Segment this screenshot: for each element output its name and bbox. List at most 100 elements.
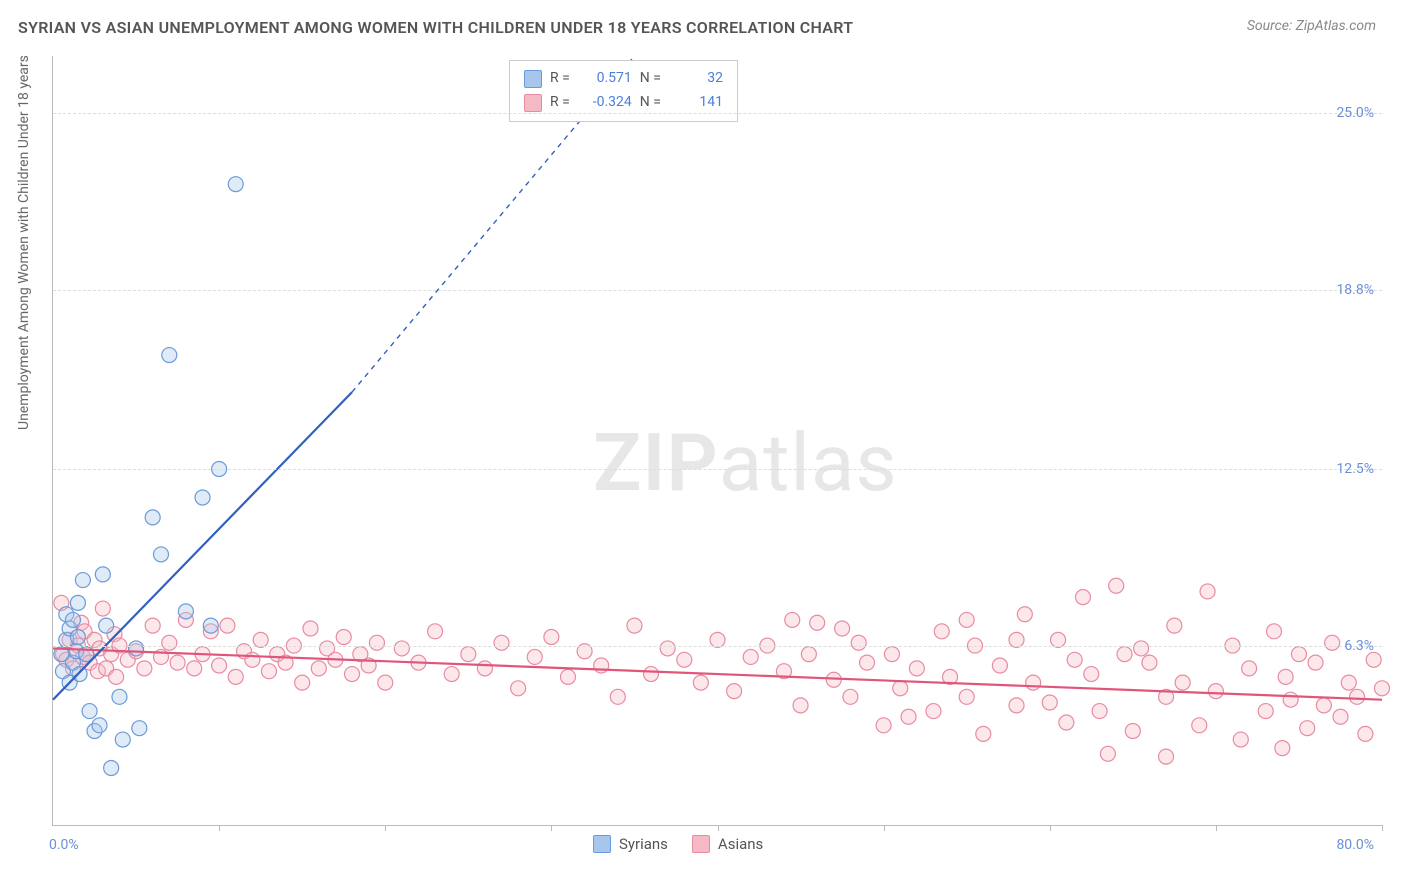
data-point — [1300, 721, 1315, 736]
data-point — [65, 612, 80, 627]
data-point — [162, 635, 177, 650]
data-point — [793, 698, 808, 713]
x-tick — [1382, 825, 1383, 831]
x-tick — [219, 825, 220, 831]
data-point — [109, 669, 124, 684]
stat-r-label: R = — [550, 91, 570, 115]
legend-item-asians: Asians — [692, 835, 763, 853]
data-point — [178, 604, 193, 619]
data-point — [220, 618, 235, 633]
y-axis-label: Unemployment Among Women with Children U… — [16, 55, 32, 430]
swatch-asians — [692, 835, 710, 853]
data-point — [428, 624, 443, 639]
data-point — [92, 718, 107, 733]
data-point — [884, 647, 899, 662]
gridline — [53, 290, 1382, 291]
data-point — [187, 661, 202, 676]
data-point — [162, 348, 177, 363]
data-point — [610, 689, 625, 704]
data-point — [1026, 675, 1041, 690]
data-point — [727, 684, 742, 699]
gridline — [53, 469, 1382, 470]
data-point — [1200, 584, 1215, 599]
data-point — [369, 635, 384, 650]
data-point — [70, 630, 85, 645]
data-point — [785, 612, 800, 627]
data-point — [1208, 684, 1223, 699]
y-tick-label: 25.0% — [1336, 105, 1374, 121]
x-axis-min-label: 0.0% — [49, 837, 79, 853]
data-point — [1258, 704, 1273, 719]
data-point — [893, 681, 908, 696]
data-point — [851, 635, 866, 650]
data-point — [1092, 704, 1107, 719]
data-point — [99, 618, 114, 633]
stat-r-value: 0.571 — [578, 67, 632, 91]
data-point — [1159, 749, 1174, 764]
data-point — [132, 721, 147, 736]
data-point — [212, 658, 227, 673]
swatch-syrians — [524, 70, 542, 88]
data-point — [311, 661, 326, 676]
x-tick — [1050, 825, 1051, 831]
legend-item-syrians: Syrians — [593, 835, 668, 853]
x-tick — [551, 825, 552, 831]
data-point — [494, 635, 509, 650]
data-point — [461, 647, 476, 662]
y-tick-label: 18.8% — [1336, 282, 1374, 298]
legend-label: Syrians — [619, 835, 668, 853]
data-point — [477, 661, 492, 676]
data-point — [1350, 689, 1365, 704]
data-point — [909, 661, 924, 676]
scatter-plot-svg — [53, 56, 1382, 825]
trend-line-asians — [53, 648, 1382, 699]
stats-row-asians: R = -0.324 N = 141 — [524, 91, 723, 115]
data-point — [336, 630, 351, 645]
data-point — [959, 689, 974, 704]
data-point — [137, 661, 152, 676]
data-point — [1109, 578, 1124, 593]
source-attribution: Source: ZipAtlas.com — [1247, 18, 1376, 34]
data-point — [75, 573, 90, 588]
x-tick — [385, 825, 386, 831]
data-point — [511, 681, 526, 696]
data-point — [1017, 607, 1032, 622]
data-point — [378, 675, 393, 690]
data-point — [1242, 661, 1257, 676]
data-point — [70, 595, 85, 610]
data-point — [95, 567, 110, 582]
chart-title: SYRIAN VS ASIAN UNEMPLOYMENT AMONG WOMEN… — [18, 18, 853, 37]
bottom-legend: Syrians Asians — [593, 835, 763, 853]
y-tick-label: 12.5% — [1336, 461, 1374, 477]
swatch-syrians — [593, 835, 611, 853]
data-point — [129, 641, 144, 656]
data-point — [345, 667, 360, 682]
data-point — [228, 177, 243, 192]
data-point — [145, 510, 160, 525]
data-point — [1192, 718, 1207, 733]
data-point — [1075, 590, 1090, 605]
data-point — [1366, 652, 1381, 667]
data-point — [1333, 709, 1348, 724]
data-point — [1042, 695, 1057, 710]
data-point — [876, 718, 891, 733]
data-point — [1233, 732, 1248, 747]
data-point — [627, 618, 642, 633]
data-point — [1375, 681, 1390, 696]
data-point — [959, 612, 974, 627]
data-point — [195, 490, 210, 505]
data-point — [245, 652, 260, 667]
gridline — [53, 646, 1382, 647]
data-point — [801, 647, 816, 662]
data-point — [1067, 652, 1082, 667]
x-tick — [1216, 825, 1217, 831]
stat-n-label: N = — [640, 67, 661, 91]
stat-n-label: N = — [640, 91, 661, 115]
swatch-asians — [524, 94, 542, 112]
data-point — [1278, 669, 1293, 684]
data-point — [170, 655, 185, 670]
data-point — [1308, 655, 1323, 670]
data-point — [1275, 741, 1290, 756]
stat-n-value: 141 — [669, 91, 723, 115]
data-point — [693, 675, 708, 690]
